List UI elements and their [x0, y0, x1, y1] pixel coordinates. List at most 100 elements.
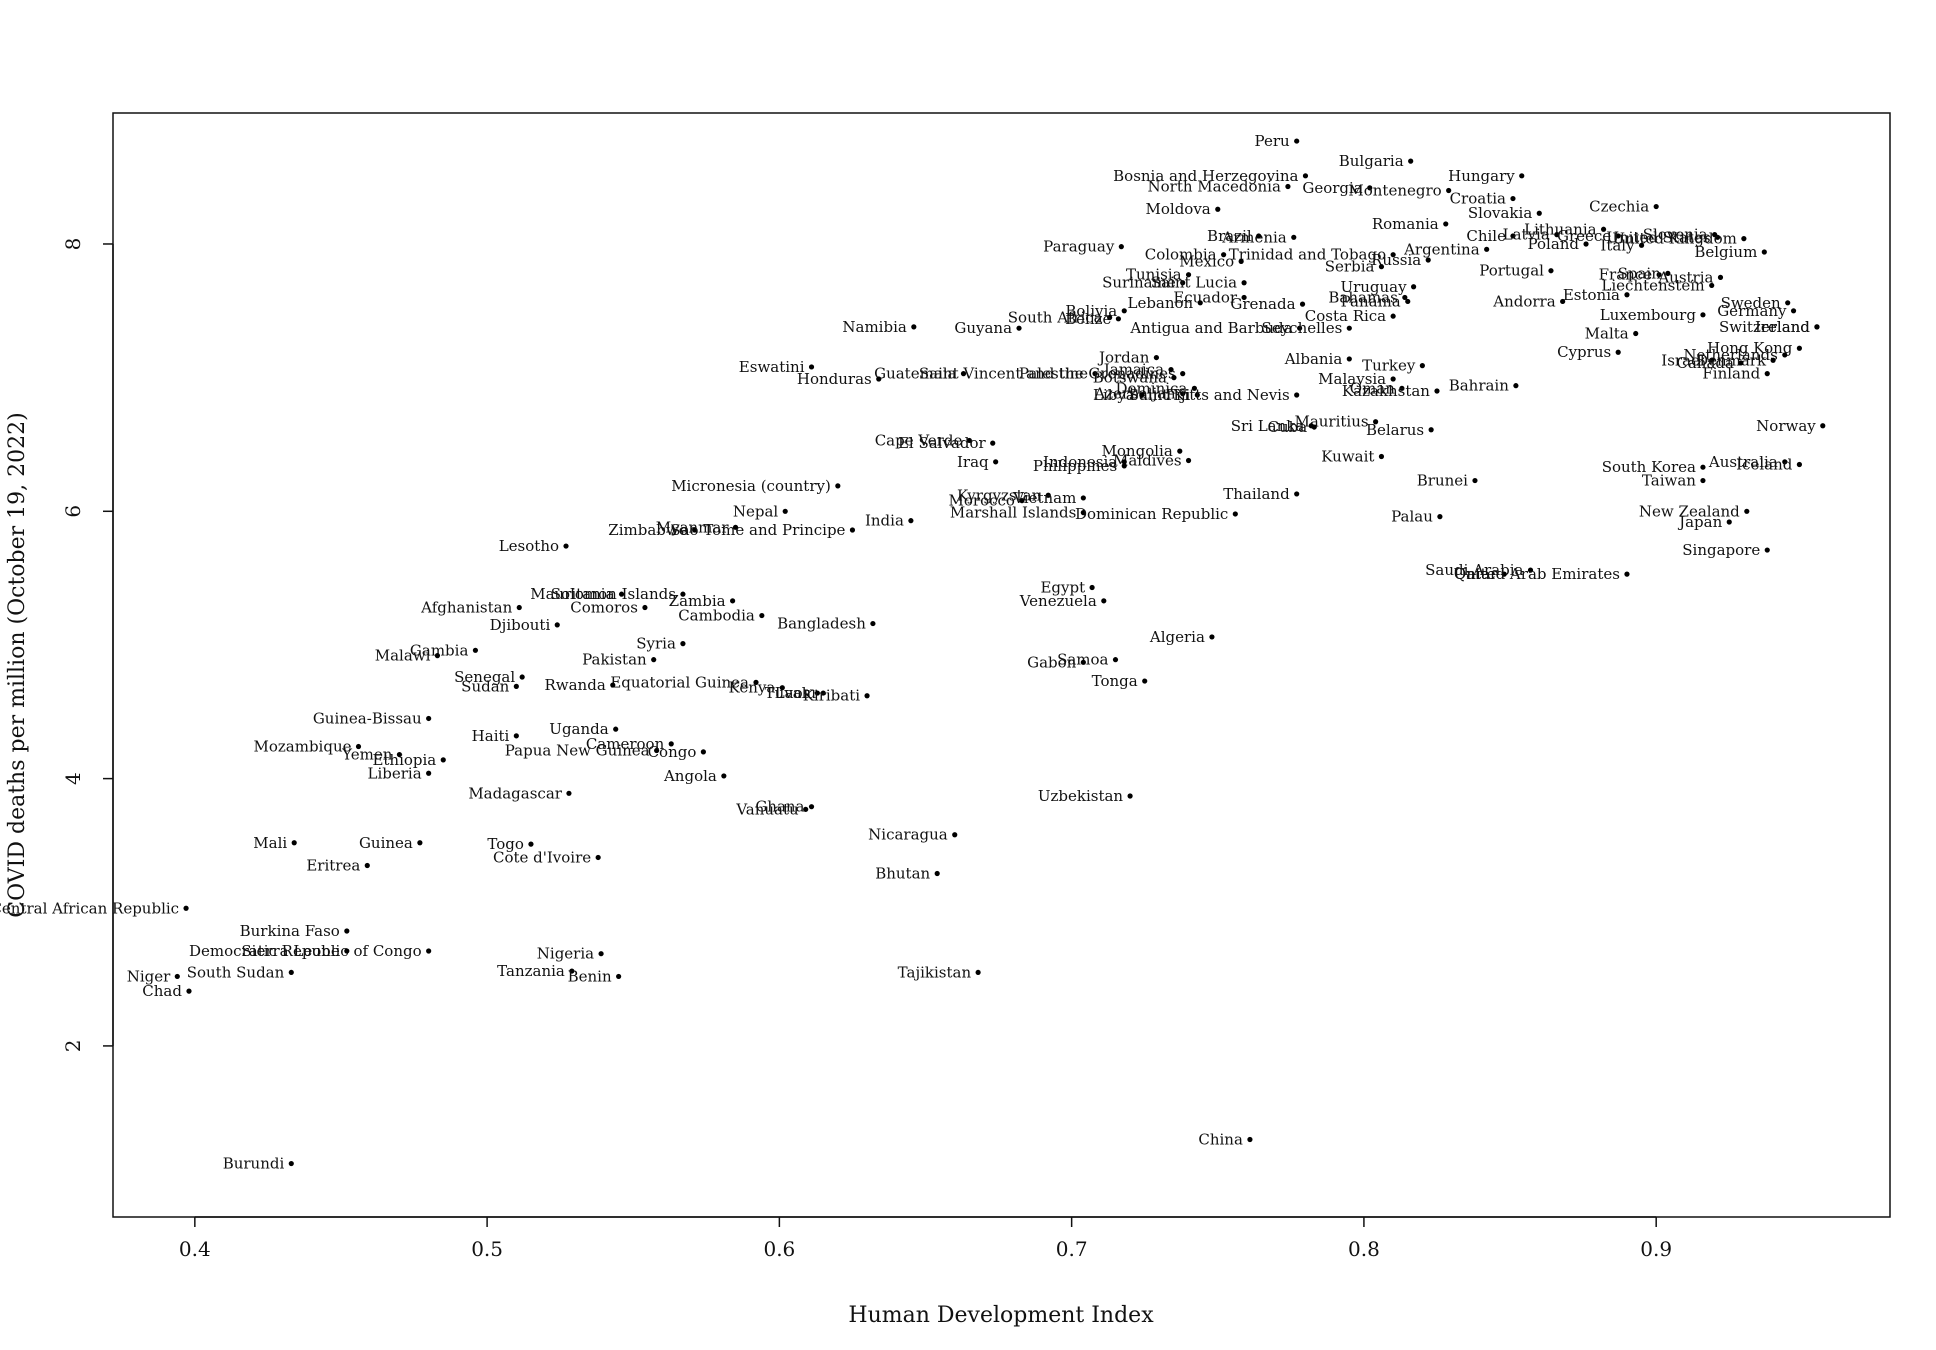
point-label: Bahamas	[1328, 288, 1397, 306]
point-marker	[1302, 173, 1309, 179]
point-label: Cambodia	[678, 607, 755, 625]
data-point: Kazakhstan	[1342, 382, 1440, 400]
data-point: Sudan	[461, 677, 519, 695]
point-marker	[1247, 1136, 1253, 1143]
data-point: Montenegro	[1348, 182, 1452, 200]
point-label: Gabon	[1027, 653, 1077, 671]
point-marker	[908, 518, 914, 524]
point-label: Italy	[1600, 236, 1635, 254]
data-point: Burkina Faso	[240, 922, 350, 940]
point-marker	[1714, 234, 1721, 240]
point-marker	[849, 527, 856, 533]
point-marker	[654, 747, 660, 754]
data-point: Argentina	[1403, 240, 1490, 258]
data-point: Malaysia	[1318, 370, 1396, 388]
point-label: Romania	[1372, 215, 1439, 233]
point-label: Lesotho	[499, 537, 559, 555]
data-point: Eswatini	[739, 358, 815, 376]
point-label: Suriname	[1102, 274, 1176, 292]
data-point: North Macedonia	[1148, 178, 1291, 196]
data-point: Gambia	[410, 641, 479, 659]
point-marker	[1221, 252, 1227, 258]
point-label: Thailand	[1223, 485, 1290, 503]
data-point: Netherlands	[1683, 346, 1788, 364]
point-label: Kuwait	[1321, 447, 1374, 465]
point-label: China	[1198, 1130, 1243, 1148]
point-marker	[610, 682, 616, 688]
data-point: Congo	[648, 743, 706, 761]
point-marker	[1118, 244, 1124, 250]
data-point: Norway	[1756, 417, 1826, 435]
point-marker	[1390, 252, 1396, 258]
data-point: Maldives	[1113, 452, 1192, 470]
data-point: Guyana	[954, 319, 1022, 337]
point-label: Spain	[1618, 264, 1662, 282]
x-tick-label: 0.5	[471, 1237, 503, 1261]
data-point: Nicaragua	[868, 826, 958, 844]
data-point: France	[1599, 266, 1662, 284]
data-point: Samoa	[1057, 651, 1119, 669]
point-marker	[1700, 477, 1706, 484]
data-point: Togo	[487, 835, 534, 853]
point-marker	[808, 804, 815, 810]
point-label: Central African Republic	[0, 899, 179, 917]
point-label: Cyprus	[1557, 343, 1611, 361]
data-point: Vietnam	[1012, 489, 1086, 507]
point-marker	[1764, 547, 1770, 553]
point-label: Indonesia	[1043, 453, 1117, 471]
point-label: Mongolia	[1102, 442, 1173, 460]
point-label: Liberia	[367, 764, 421, 782]
point-marker	[1519, 173, 1525, 179]
point-label: South Korea	[1602, 458, 1696, 476]
point-marker	[1782, 352, 1788, 358]
point-marker	[1624, 571, 1630, 577]
point-label: Serbia	[1325, 258, 1375, 276]
point-marker	[598, 951, 604, 957]
point-marker	[993, 459, 999, 465]
point-label: Qatar	[1454, 565, 1498, 583]
data-point: Cameroon	[586, 735, 674, 753]
point-label: Algeria	[1149, 628, 1205, 646]
point-label: Jamaica	[1102, 361, 1164, 379]
data-point: Cyprus	[1557, 343, 1621, 361]
data-point: Gabon	[1027, 653, 1086, 671]
point-marker	[870, 620, 876, 627]
point-label: Cuba	[1268, 418, 1308, 436]
data-point: Democratic Republic of Congo	[189, 942, 432, 960]
point-label: Hong Kong	[1707, 339, 1793, 357]
data-point: New Zealand	[1639, 502, 1750, 520]
point-marker	[782, 508, 788, 514]
point-marker	[1656, 272, 1662, 278]
point-marker	[1411, 284, 1417, 290]
data-point: India	[865, 512, 914, 530]
data-point: Mali	[253, 834, 297, 852]
point-marker	[364, 862, 370, 869]
point-marker	[186, 988, 192, 994]
data-point: Djibouti	[490, 616, 560, 634]
point-label: Jordan	[1097, 349, 1150, 367]
data-point: Saint Vincent and the Grenadines	[919, 365, 1186, 383]
point-label: Papua New Guinea	[505, 742, 650, 760]
point-label: Argentina	[1403, 240, 1480, 258]
point-label: Montenegro	[1348, 182, 1441, 200]
point-marker	[183, 905, 189, 911]
point-label: Vietnam	[1012, 489, 1076, 507]
point-label: Syria	[636, 635, 676, 653]
point-label: Vanuatu	[735, 800, 799, 818]
point-label: Egypt	[1040, 578, 1085, 596]
point-label: Uruguay	[1340, 278, 1407, 296]
point-marker	[1127, 793, 1133, 799]
point-label: Israel	[1661, 351, 1705, 369]
data-point: Kenya	[729, 679, 785, 697]
point-label: Congo	[648, 743, 697, 761]
point-label: Nicaragua	[868, 826, 948, 844]
data-point: Belize	[1065, 310, 1122, 328]
point-label: Oman	[1350, 379, 1395, 397]
data-point: Cambodia	[678, 607, 765, 625]
data-point: Libya	[1093, 386, 1145, 404]
x-tick-label: 0.7	[1056, 1237, 1088, 1261]
point-label: Iceland	[1736, 456, 1793, 474]
data-point: Guatemala	[874, 365, 967, 383]
point-marker	[1814, 324, 1820, 330]
data-point: Eritrea	[306, 856, 370, 874]
